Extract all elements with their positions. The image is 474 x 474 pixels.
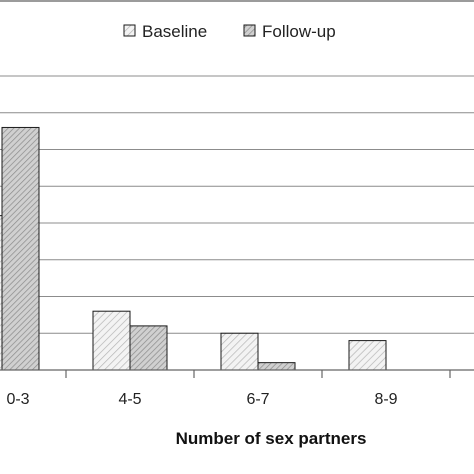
bar-follow-up-6-7 [257,362,296,371]
legend-swatch-baseline [123,24,136,37]
x-tick-label: 6-7 [246,391,269,408]
bar-baseline-4-5 [92,310,131,371]
bar-baseline-8-9 [348,340,387,371]
legend-label-follow-up: Follow-up [262,22,336,41]
bar-follow-up-4-5 [129,325,168,371]
x-axis: 0-3 4-5 6-7 8-9 [0,369,474,408]
bar-baseline-6-7 [220,332,259,371]
x-tick-label: 8-9 [374,391,397,408]
x-tick-label: 4-5 [118,391,141,408]
legend-swatch-follow-up [243,24,256,37]
legend: Baseline Follow-up [123,22,336,41]
gridlines [0,75,474,334]
x-tick-label: 0-3 [6,391,29,408]
legend-label-baseline: Baseline [142,22,207,41]
x-axis-title: Number of sex partners [176,429,367,448]
bar-follow-up-0-3 [1,126,40,371]
